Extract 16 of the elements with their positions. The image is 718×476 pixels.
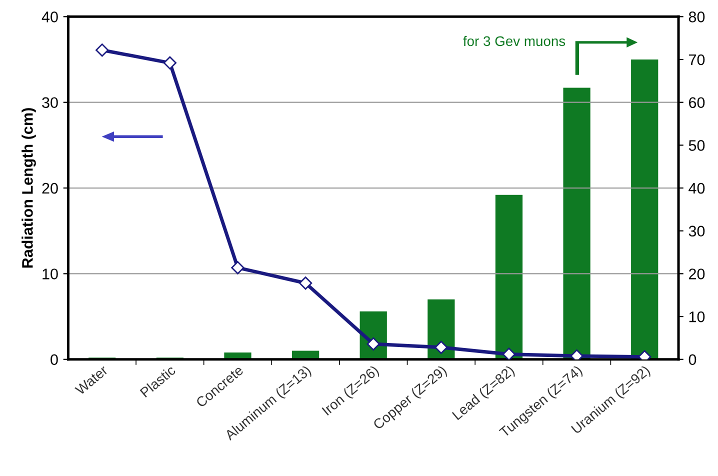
annotation: for 3 Gev muons — [463, 36, 566, 46]
y2-tick-label: 80 — [688, 12, 705, 22]
y2-tick-label: 50 — [688, 140, 705, 151]
y2-tick-label: 20 — [689, 268, 705, 280]
y2-tick-label: 60 — [689, 97, 705, 108]
y2-tick-label: 70 — [689, 54, 705, 66]
y-tick-label: 30 — [42, 97, 58, 108]
y2-tick-label: 0 — [688, 354, 696, 366]
y-axis-title: Radiation Length (cm) — [22, 108, 36, 268]
y-tick-label: 20 — [42, 182, 58, 194]
y-tick-label: 40 — [42, 12, 58, 22]
y-tick-label: 0 — [50, 354, 58, 366]
y2-tick-label: 10 — [689, 311, 705, 322]
y2-tick-label: 30 — [688, 226, 705, 237]
y2-tick-label: 40 — [688, 182, 705, 194]
y-tick-label: 10 — [42, 268, 58, 280]
